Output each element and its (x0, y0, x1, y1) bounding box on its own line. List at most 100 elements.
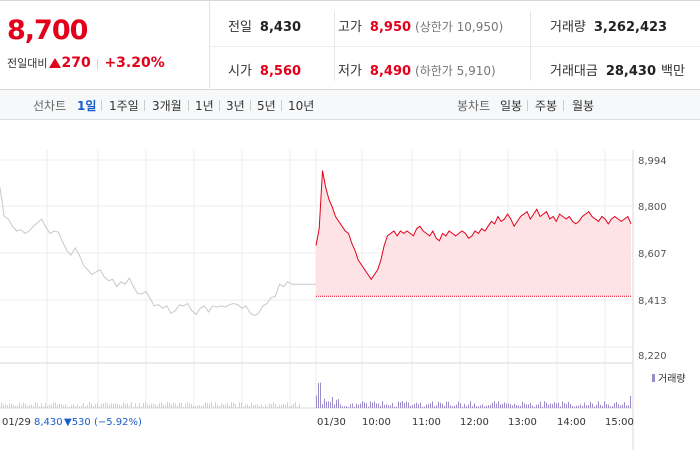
tab-3m[interactable]: 3개월 (152, 99, 182, 113)
volume-bar (79, 406, 80, 408)
volume-bar (171, 404, 172, 408)
volume-bar (137, 406, 138, 408)
high-cell: 고가 8,950 (상한가 10,950) (338, 16, 503, 35)
volume-bar (9, 403, 10, 408)
volume-bar (566, 404, 567, 408)
volume-bar (348, 407, 349, 408)
volume-value: 3,262,423 (593, 20, 668, 35)
volume-bar (47, 406, 48, 408)
line-chart-label: 선차트 (33, 99, 67, 113)
volume-bar (49, 404, 50, 408)
volume-bar (57, 404, 58, 408)
volume-bar (412, 405, 413, 408)
tab-divider (527, 100, 528, 111)
volume-bar (384, 404, 385, 408)
volume-bar (97, 403, 98, 408)
volume-bar (27, 406, 28, 408)
volume-bar (275, 404, 276, 408)
volume-bar (584, 402, 585, 408)
volume-bar (414, 403, 415, 408)
volume-bar (83, 403, 84, 408)
volume-bar (366, 403, 367, 408)
volume-bar (496, 403, 497, 408)
summary-col-divider (530, 11, 531, 81)
tab-5y[interactable]: 5년 (257, 99, 276, 113)
low-label: 저가 (338, 64, 362, 79)
volume-bar (594, 406, 595, 408)
volume-bar (13, 405, 14, 408)
volume-bar (165, 405, 166, 408)
x-tick-label: 01/30 (317, 417, 346, 428)
volume-bar (554, 402, 555, 408)
volume-bar (320, 382, 321, 408)
volume-bar (283, 404, 284, 408)
volume-bar (626, 405, 627, 408)
volume-bar (299, 404, 300, 408)
volume-bar (99, 406, 100, 408)
volume-bar (484, 406, 485, 408)
volume-bar (121, 405, 122, 408)
volume-bar (293, 403, 294, 408)
volume-bar (229, 405, 230, 408)
tab-1d[interactable]: 1일 (77, 99, 97, 113)
volume-bar (279, 404, 280, 408)
volume-bar (191, 404, 192, 408)
volume-bar (476, 406, 477, 408)
volume-bar (55, 402, 56, 408)
volume-bar (231, 402, 232, 408)
volume-bar (265, 404, 266, 408)
volume-bar (115, 403, 116, 408)
summary-col-divider (334, 11, 335, 81)
change-percent: +3.20% (104, 55, 165, 71)
volume-bar (498, 401, 499, 408)
volume-bar (548, 404, 549, 408)
volume-bar (428, 404, 429, 408)
volume-bar (410, 405, 411, 408)
amount-unit: 백만 (661, 64, 685, 79)
volume-bar (33, 406, 34, 408)
tab-1w[interactable]: 1주일 (109, 99, 139, 113)
volume-bar (514, 403, 515, 408)
lower-limit: (하한가 5,910) (415, 64, 496, 78)
volume-bar (227, 403, 228, 408)
tab-monthly-candle[interactable]: 월봉 (572, 99, 595, 113)
volume-bar (223, 404, 224, 408)
y-tick-label: 8,994 (638, 156, 667, 167)
tab-weekly-candle[interactable]: 주봉 (535, 99, 558, 113)
tab-3y[interactable]: 3년 (226, 99, 245, 113)
volume-bar (430, 403, 431, 408)
tab-1y[interactable]: 1년 (195, 99, 214, 113)
volume-bar (251, 402, 252, 408)
tab-10y[interactable]: 10년 (288, 99, 315, 113)
volume-bar (564, 403, 565, 408)
volume-bar (404, 402, 405, 408)
volume-bar (454, 405, 455, 408)
volume-bar (129, 405, 130, 408)
volume-bar (111, 403, 112, 408)
volume-bars (1, 382, 631, 408)
volume-bar (572, 405, 573, 408)
volume-bar (504, 402, 505, 408)
volume-bar (474, 403, 475, 408)
volume-bar (562, 401, 563, 408)
volume-bar (456, 404, 457, 408)
volume-bar (95, 403, 96, 408)
volume-bar (133, 406, 134, 408)
high-label: 고가 (338, 20, 362, 35)
volume-bar (516, 405, 517, 408)
volume-bar (37, 403, 38, 408)
open-cell: 시가 8,560 (228, 60, 301, 79)
amount-label: 거래대금 (550, 64, 598, 79)
tab-daily-candle[interactable]: 일봉 (500, 99, 523, 113)
volume-bar (155, 404, 156, 408)
volume-bar (59, 403, 60, 408)
volume-bar (534, 406, 535, 408)
volume-bar (512, 405, 513, 408)
volume-bar (478, 406, 479, 408)
volume-bar (556, 403, 557, 408)
price-box: 8,700 전일대비 270 | +3.20% (0, 1, 210, 90)
volume-bar (91, 403, 92, 408)
volume-bar (618, 404, 619, 408)
volume-bar (177, 405, 178, 408)
tab-divider (188, 100, 189, 111)
